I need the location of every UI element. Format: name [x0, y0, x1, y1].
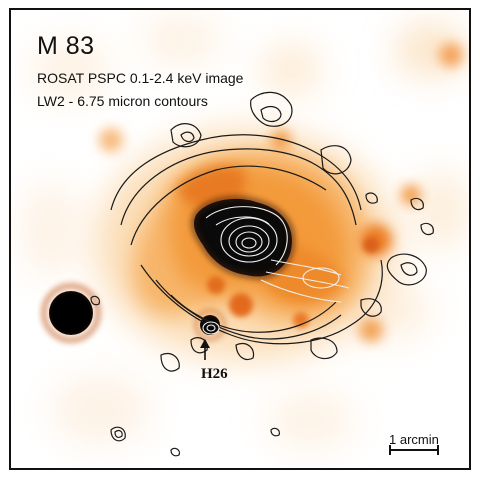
scale-label: 1 arcmin: [389, 432, 439, 447]
h26-arrow: [200, 339, 210, 360]
ir-contours-dark: [90, 91, 434, 457]
ir-contours-light: [202, 206, 350, 335]
caption-contours: LW2 - 6.75 micron contours: [37, 93, 208, 109]
caption-xray: ROSAT PSPC 0.1-2.4 keV image: [37, 70, 244, 86]
astronomy-image-panel: M 83 ROSAT PSPC 0.1-2.4 keV image LW2 - …: [9, 8, 471, 470]
xray-image-with-contours: [21, 15, 469, 457]
galaxy-title: M 83: [37, 32, 95, 60]
source-label-h26: H26: [201, 366, 228, 382]
scale-bar: [389, 445, 439, 455]
